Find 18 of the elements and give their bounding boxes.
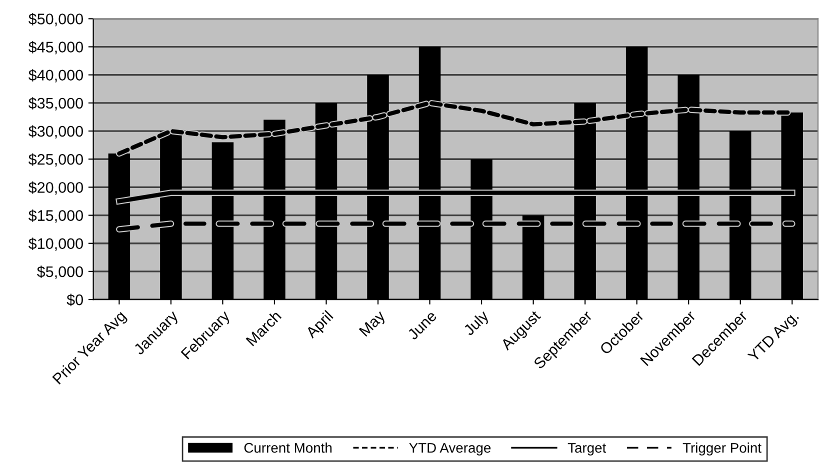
y-tick-label: $15,000 <box>28 210 83 223</box>
legend-label: Current Month <box>244 442 332 453</box>
y-tick-label: $5,000 <box>37 266 83 279</box>
y-tick-label: $45,000 <box>28 41 83 54</box>
legend-label: Target <box>568 443 606 456</box>
y-tick-label: $20,000 <box>28 181 83 195</box>
y-tick-label: $35,000 <box>28 97 83 110</box>
legend-label: Trigger Point <box>682 442 762 456</box>
y-tick-label: $50,000 <box>28 12 83 26</box>
y-tick-label: $10,000 <box>28 238 83 251</box>
x-tick-label: July <box>462 309 492 338</box>
y-tick-label: $40,000 <box>28 69 83 82</box>
y-tick-label: $0 <box>66 294 83 306</box>
y-tick-label: $30,000 <box>28 125 83 139</box>
x-tick-label: May <box>358 310 388 339</box>
y-tick-label: $25,000 <box>28 153 83 167</box>
x-tick-label: YTD Avg. <box>747 310 802 365</box>
legend-label: YTD Average <box>409 443 491 456</box>
